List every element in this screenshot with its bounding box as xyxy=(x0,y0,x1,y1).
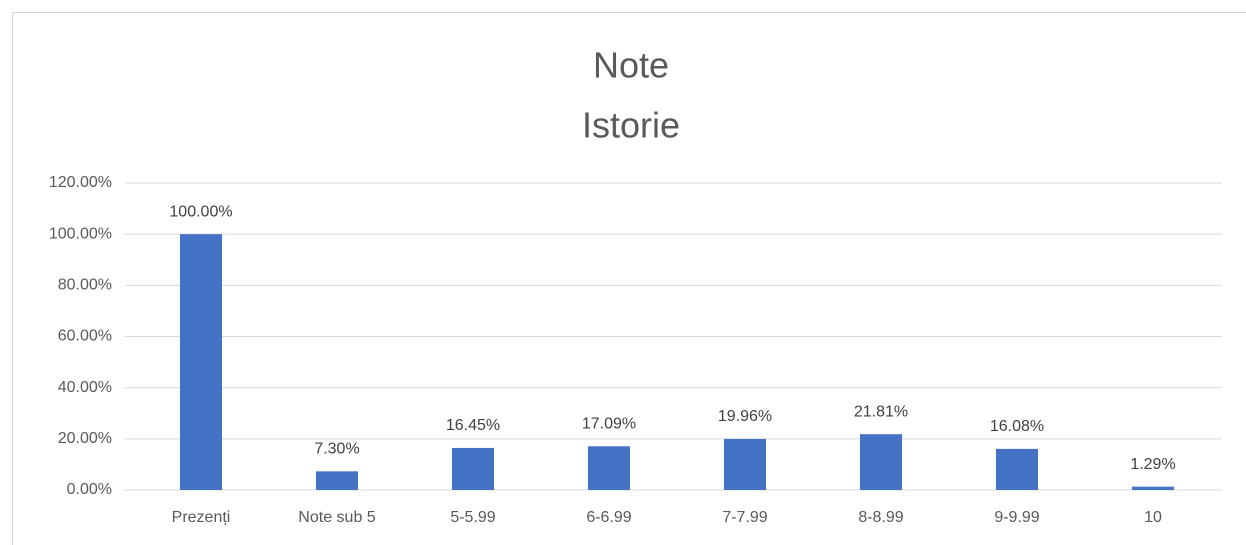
data-label: 19.96% xyxy=(718,408,772,425)
data-label: 16.45% xyxy=(446,417,500,434)
data-label: 1.29% xyxy=(1130,456,1175,473)
y-tick-label: 60.00% xyxy=(58,328,112,345)
x-tick-label: 6-6.99 xyxy=(586,509,631,526)
data-label: 16.08% xyxy=(990,418,1044,435)
y-tick-label: 80.00% xyxy=(58,277,112,294)
data-label: 100.00% xyxy=(169,203,232,220)
bar xyxy=(452,447,494,490)
x-tick-label: 10 xyxy=(1144,509,1162,526)
x-tick-label: Note sub 5 xyxy=(298,509,375,526)
bar xyxy=(180,234,222,490)
x-tick-label: 8-8.99 xyxy=(858,509,903,526)
x-tick-label: Prezenți xyxy=(172,509,231,526)
y-tick-label: 0.00% xyxy=(67,481,112,498)
data-label: 21.81% xyxy=(854,403,908,420)
x-tick-label: 7-7.99 xyxy=(722,509,767,526)
x-tick-label: 9-9.99 xyxy=(994,509,1039,526)
bar xyxy=(860,434,902,490)
chart-subtitle: Istorie xyxy=(582,105,680,146)
bar xyxy=(724,438,766,490)
x-tick-label: 5-5.99 xyxy=(450,509,495,526)
bar xyxy=(996,448,1038,490)
y-tick-label: 20.00% xyxy=(58,430,112,447)
bar xyxy=(588,446,630,490)
y-tick-label: 40.00% xyxy=(58,379,112,396)
data-label: 7.30% xyxy=(314,441,359,458)
data-label: 17.09% xyxy=(582,415,636,432)
bar xyxy=(316,471,358,490)
y-tick-label: 120.00% xyxy=(49,174,112,191)
bar xyxy=(1132,486,1174,490)
y-tick-label: 100.00% xyxy=(49,225,112,242)
chart-title: Note xyxy=(593,45,669,86)
